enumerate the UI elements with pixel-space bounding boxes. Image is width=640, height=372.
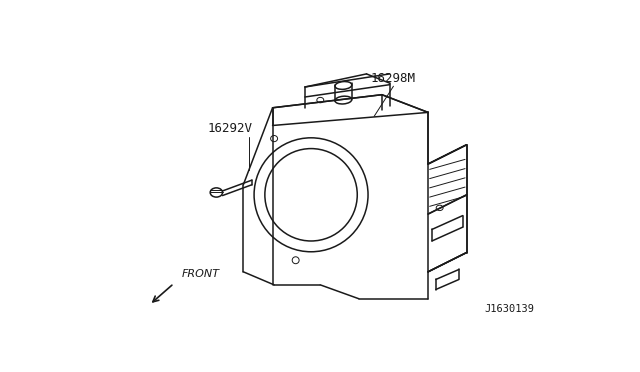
Text: J1630139: J1630139: [484, 304, 534, 314]
Text: 16292V: 16292V: [208, 122, 253, 135]
Text: FRONT: FRONT: [182, 269, 220, 279]
Text: 16298M: 16298M: [371, 72, 416, 85]
